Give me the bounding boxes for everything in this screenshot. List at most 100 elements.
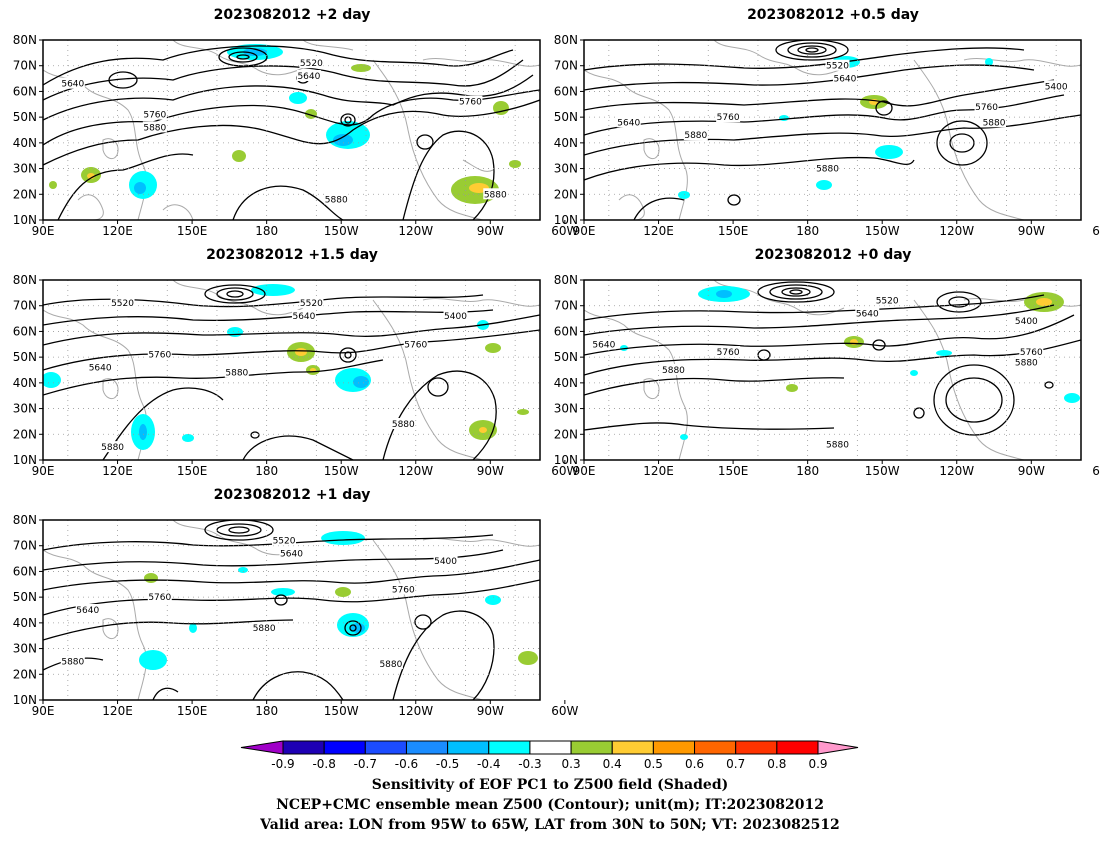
contour-label-bg (716, 346, 741, 357)
lon-tick-label: 120E (643, 224, 674, 238)
contour-label: 5400 (444, 312, 467, 322)
contour-label-bg (1044, 80, 1069, 92)
contour-label-bg (616, 116, 641, 128)
lon-tick-label: 120E (102, 224, 133, 238)
contour-label: 5760 (459, 98, 482, 108)
contour-label: 5640 (89, 363, 112, 373)
contour-label-bg (458, 95, 483, 107)
lat-tick-label: 50N (554, 350, 578, 364)
map-panel-plus-0-5-day (584, 40, 1081, 220)
contour-label: 5520 (273, 537, 296, 547)
contour-label: 5760 (148, 593, 171, 603)
lon-tick-label: 90E (32, 704, 55, 718)
contour-label: 5400 (1045, 82, 1068, 92)
colorbar-swatch (323, 740, 366, 755)
map-border (42, 519, 541, 701)
contour-label: 5640 (280, 549, 303, 559)
contour-label-bg (391, 418, 416, 429)
lat-tick-label: 30N (13, 162, 37, 176)
lon-tick-label: 180 (255, 224, 278, 238)
caption-line-3: Valid area: LON from 95W to 65W, LAT fro… (260, 817, 840, 833)
contour-label-bg (75, 604, 100, 615)
contour-label: 5880 (826, 441, 849, 451)
map-border (42, 279, 541, 461)
panel-title-plus-1-5-day: 2023082012 +1.5 day (206, 247, 378, 263)
contour-label-bg (299, 297, 324, 309)
z500-contours (584, 40, 1081, 220)
colorbar-swatch (570, 740, 613, 755)
lat-tick-label: 70N (554, 59, 578, 73)
colorbar-swatch (776, 740, 819, 755)
contour-label-bg (825, 59, 850, 71)
contour-label-bg (142, 121, 167, 133)
caption-line-2: NCEP+CMC ensemble mean Z500 (Contour); u… (276, 797, 824, 813)
lon-tick-label: 90E (573, 224, 596, 238)
colorbar-tick-label: 0.3 (562, 757, 581, 771)
map-frame-0: 10N 20N 30N 40N 50N 60N 70N 80N 90E 120E 150E 180 15… (13, 33, 579, 238)
contour-label-bg (147, 591, 172, 603)
colorbar-tick-label: -0.9 (271, 757, 294, 771)
lon-tick-label: 180 (796, 224, 819, 238)
contour-label-bg (378, 658, 403, 669)
contour-label-bg (147, 348, 172, 360)
contour-label-bg (1014, 356, 1039, 368)
lon-tick-label: 120W (939, 224, 974, 238)
map-frame-2: 10N 20N 30N 40N 50N 60N 70N 80N 90E 120E 150E 180 15… (13, 273, 579, 478)
contour-label: 5400 (434, 557, 457, 567)
coastlines (584, 40, 1081, 220)
lat-tick-label: 70N (13, 539, 37, 553)
lon-tick-label: 60W (1092, 464, 1100, 478)
colorbar-swatch (652, 740, 696, 755)
panel-title-plus-0-day: 2023082012 +0 day (754, 247, 912, 263)
lon-tick-label: 150W (324, 224, 359, 238)
contour-label: 5640 (833, 75, 856, 85)
sensitivity-shading (620, 286, 1080, 440)
lat-tick-label: 10N (13, 693, 37, 707)
colorbar-swatch (529, 740, 572, 755)
lon-tick-label: 90E (32, 464, 55, 478)
contour-label: 5520 (300, 299, 323, 309)
contour-label-bg (296, 70, 321, 81)
map-frame-3: 10N 20N 30N 40N 50N 60N 70N 80N 90E 120E 150E 180 15… (554, 273, 1100, 478)
contour-label-bg (832, 72, 857, 84)
contour-label-bg (142, 108, 167, 120)
lat-tick-label: 10N (554, 453, 578, 467)
lat-tick-label: 60N (554, 324, 578, 338)
contour-label-bg (825, 438, 850, 450)
contour-label-bg (591, 338, 616, 350)
contour-label-bg (974, 100, 999, 112)
lat-tick-label: 30N (554, 162, 578, 176)
contour-label-bg (272, 534, 297, 546)
lat-tick-label: 80N (13, 273, 37, 287)
contour-label: 5640 (76, 606, 99, 616)
lat-tick-label: 60N (13, 324, 37, 338)
map-panel-plus-0-day (584, 280, 1081, 460)
contour-label: 5520 (826, 62, 849, 72)
contour-label: 5760 (148, 351, 171, 361)
lon-tick-label: 90E (32, 224, 55, 238)
lon-tick-label: 150E (177, 224, 208, 238)
contour-label-bg (433, 555, 458, 567)
panel-title-plus-0-5-day: 2023082012 +0.5 day (747, 7, 919, 23)
colorbar-tick-label: -0.8 (312, 757, 335, 771)
contour-label: 5880 (225, 369, 248, 379)
lon-tick-label: 120E (102, 464, 133, 478)
map-panel-plus-1-day (43, 520, 540, 700)
colorbar-left-arrow (240, 740, 284, 755)
lon-tick-label: 120E (102, 704, 133, 718)
lon-tick-label: 150W (324, 704, 359, 718)
contour-label: 5880 (325, 195, 348, 205)
contour-label-bg (855, 307, 880, 319)
lon-tick-label: 150E (177, 464, 208, 478)
colorbar-tick-label: 0.9 (808, 757, 827, 771)
contour-label: 5880 (143, 123, 166, 133)
lat-tick-label: 10N (13, 213, 37, 227)
contour-label: 5760 (717, 113, 740, 123)
colorbar-swatch (488, 740, 531, 755)
lat-tick-label: 30N (13, 642, 37, 656)
colorbar-tick-label: 0.8 (767, 757, 786, 771)
contour-label-bg (60, 655, 85, 667)
contour-label: 5880 (392, 420, 415, 430)
lat-tick-label: 20N (13, 667, 37, 681)
lat-tick-label: 40N (13, 616, 37, 630)
